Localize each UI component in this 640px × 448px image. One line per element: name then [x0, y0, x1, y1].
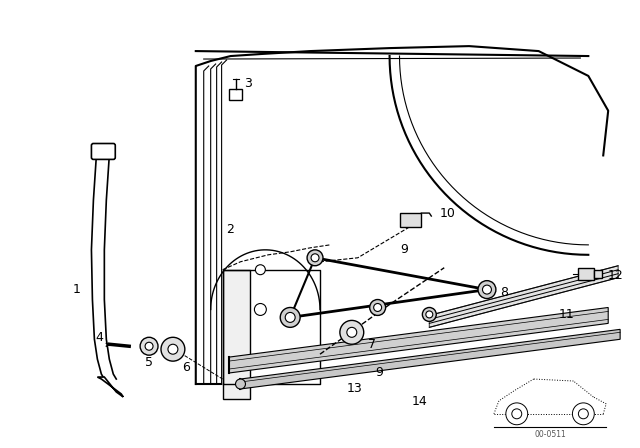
Text: 10: 10	[439, 207, 455, 220]
Circle shape	[255, 265, 266, 275]
Bar	[595, 270, 602, 278]
Circle shape	[255, 303, 266, 315]
Polygon shape	[429, 266, 618, 327]
Text: 8: 8	[500, 286, 508, 299]
Bar	[223, 270, 250, 399]
Bar	[579, 268, 595, 280]
Circle shape	[483, 285, 492, 294]
Circle shape	[347, 327, 356, 337]
Text: 9: 9	[376, 366, 383, 379]
Circle shape	[161, 337, 185, 361]
Text: 3: 3	[244, 78, 252, 90]
Circle shape	[236, 379, 246, 389]
Text: 00-0511: 00-0511	[534, 430, 566, 439]
Circle shape	[307, 250, 323, 266]
Text: 1: 1	[72, 283, 81, 296]
Circle shape	[374, 303, 381, 311]
Text: 11: 11	[559, 308, 574, 321]
Circle shape	[422, 307, 436, 321]
Circle shape	[572, 403, 595, 425]
Circle shape	[512, 409, 522, 419]
Circle shape	[426, 311, 433, 318]
Circle shape	[285, 312, 295, 323]
Circle shape	[506, 403, 528, 425]
Text: 6: 6	[182, 361, 190, 374]
Circle shape	[280, 307, 300, 327]
Text: 14: 14	[412, 396, 428, 409]
FancyBboxPatch shape	[92, 143, 115, 159]
Text: 9: 9	[401, 243, 408, 256]
Text: 7: 7	[367, 338, 376, 351]
Circle shape	[340, 320, 364, 344]
Text: 13: 13	[347, 383, 363, 396]
Circle shape	[579, 409, 588, 419]
Text: 4: 4	[95, 331, 103, 344]
Polygon shape	[97, 377, 124, 397]
Bar	[228, 89, 243, 100]
Bar	[399, 213, 421, 227]
Polygon shape	[241, 329, 620, 389]
Text: 2: 2	[227, 224, 234, 237]
Text: 5: 5	[145, 356, 153, 369]
Circle shape	[140, 337, 158, 355]
Circle shape	[168, 344, 178, 354]
Circle shape	[145, 342, 153, 350]
Circle shape	[370, 300, 385, 315]
Circle shape	[478, 280, 496, 298]
Circle shape	[311, 254, 319, 262]
Polygon shape	[228, 307, 608, 373]
Text: 12: 12	[607, 269, 623, 282]
